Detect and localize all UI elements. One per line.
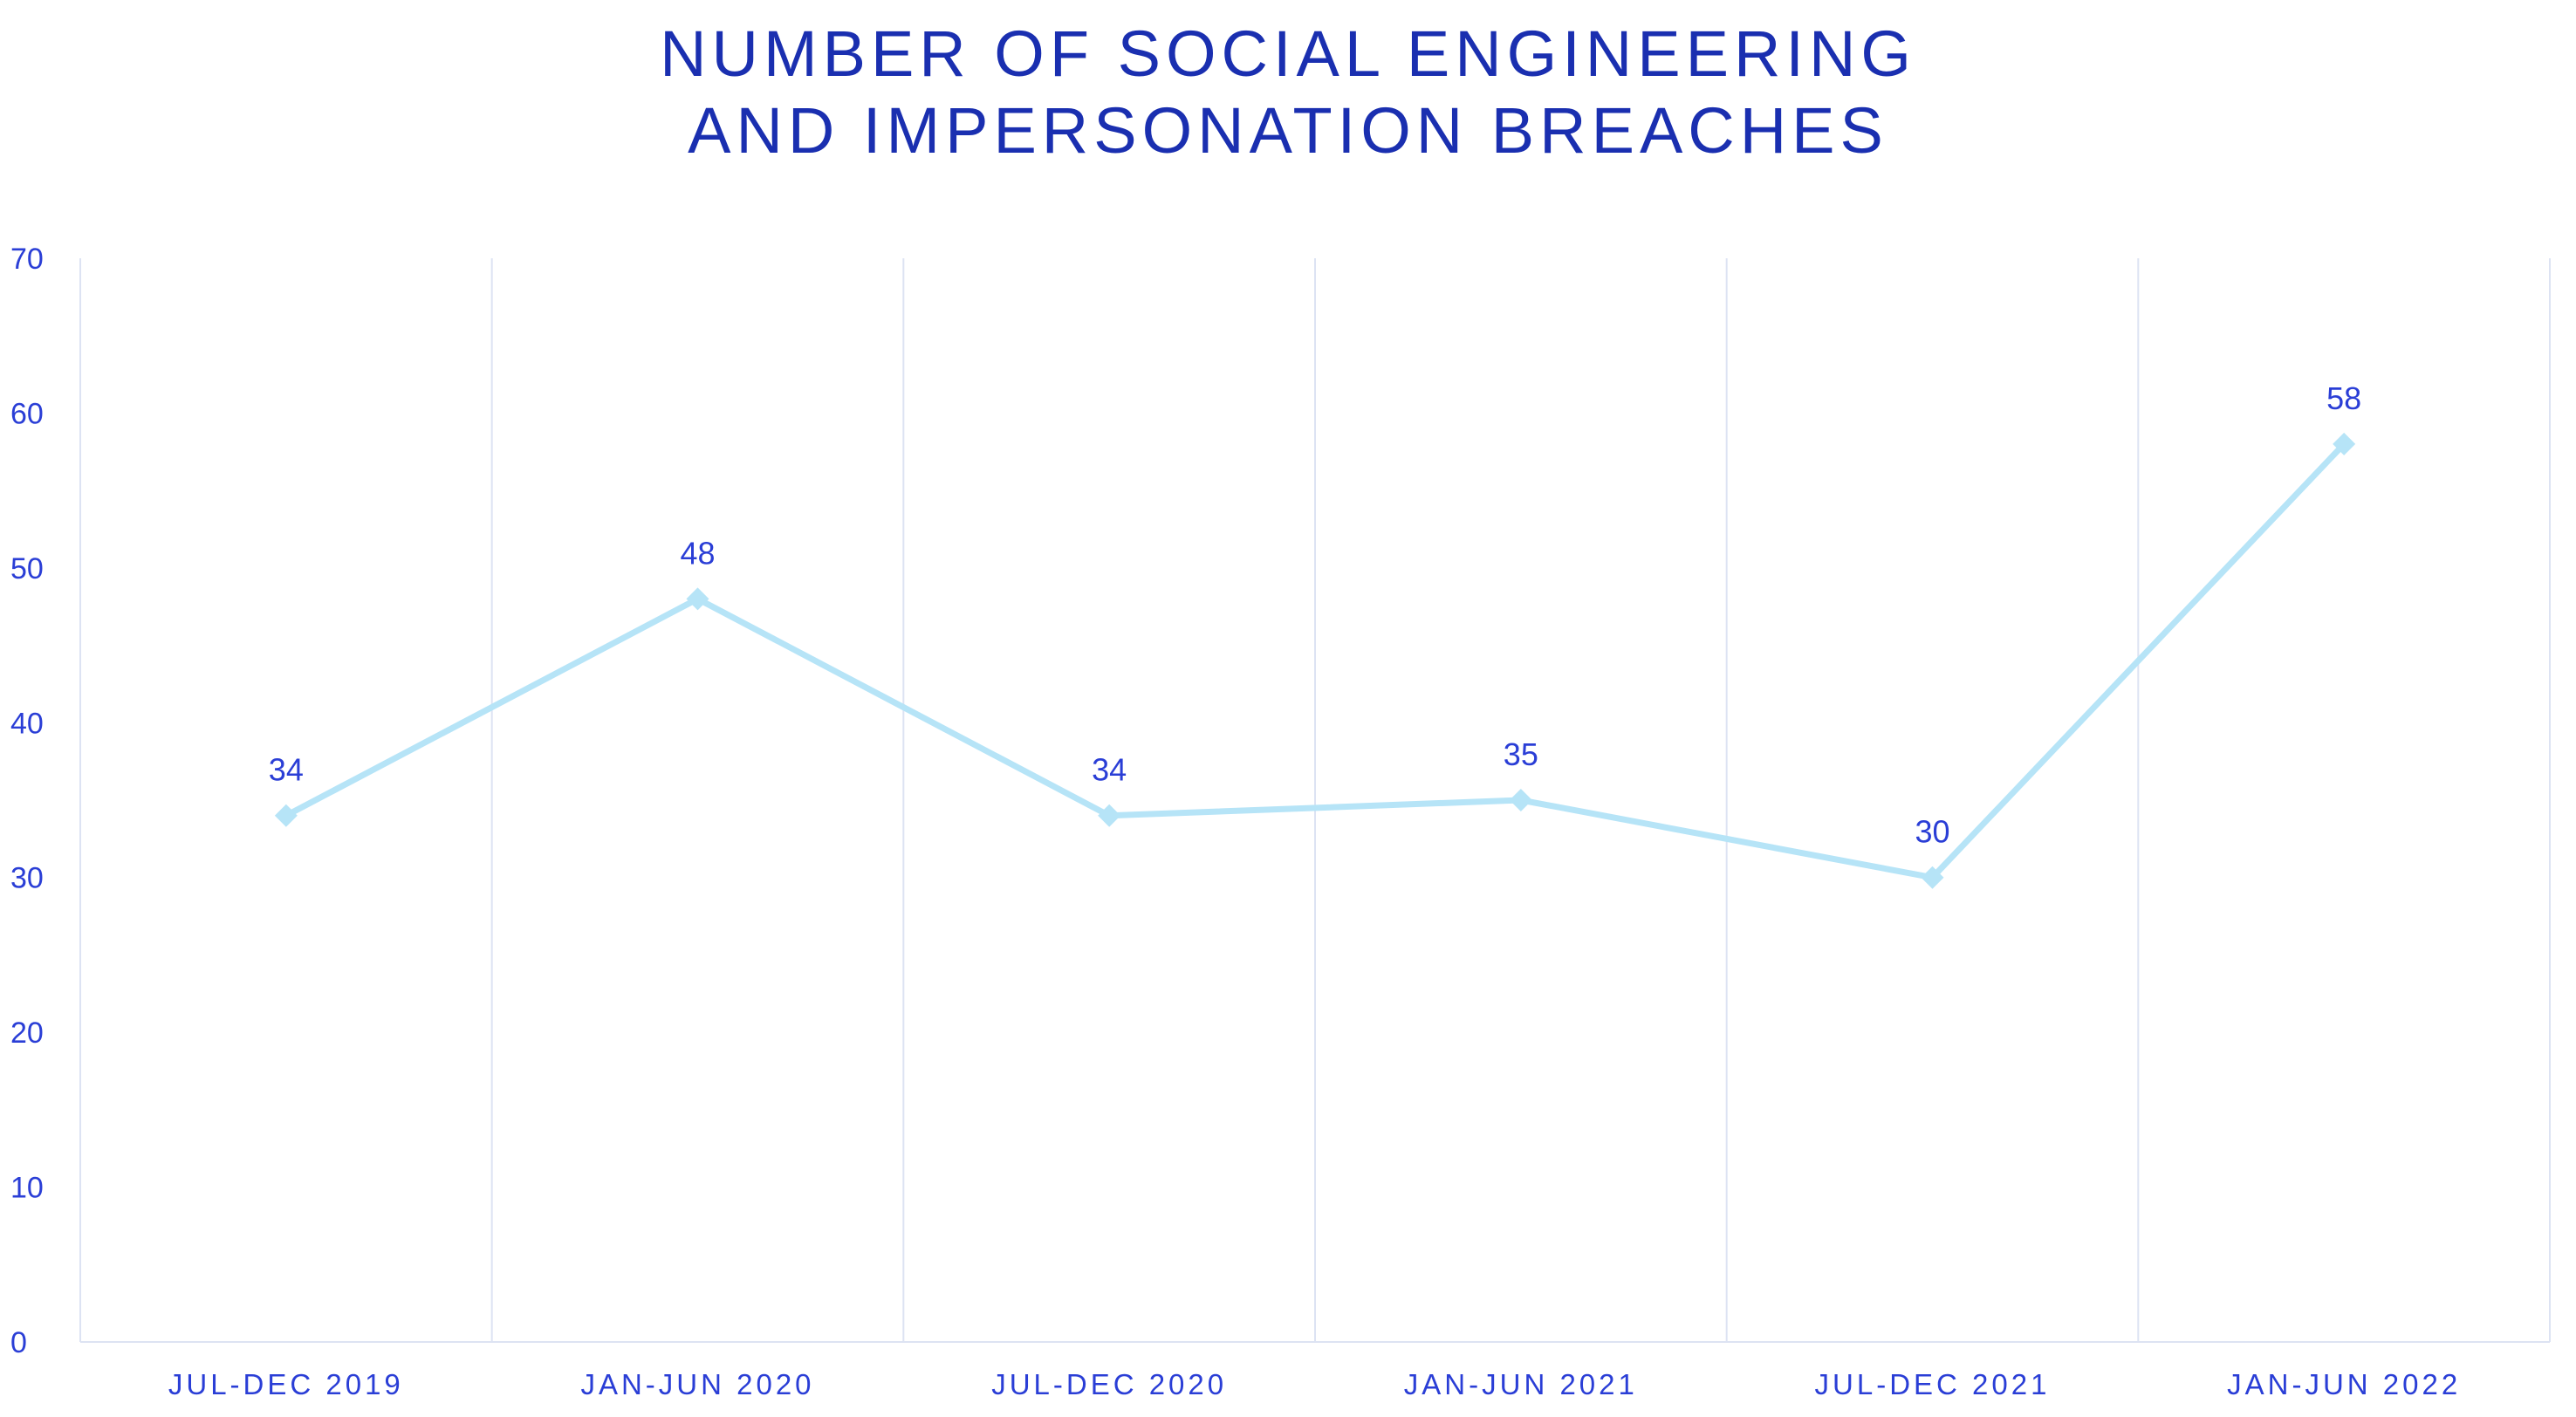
data-label-4: 30 xyxy=(1915,814,1949,850)
x-tick-label-4: JUL-DEC 2021 xyxy=(1815,1368,2051,1400)
y-tick-label-40: 40 xyxy=(10,707,44,740)
y-tick-label-0: 0 xyxy=(10,1326,27,1359)
chart-title-line-1: NUMBER OF SOCIAL ENGINEERING xyxy=(660,17,1916,90)
y-tick-label-10: 10 xyxy=(10,1172,44,1205)
y-tick-label-60: 60 xyxy=(10,397,44,430)
series-line xyxy=(283,441,2347,881)
x-tick-label-5: JAN-JUN 2022 xyxy=(2227,1368,2461,1400)
x-tick-label-1: JAN-JUN 2020 xyxy=(580,1368,814,1400)
data-point-marker-1 xyxy=(686,587,709,611)
data-label-5: 58 xyxy=(2326,380,2361,416)
data-label-3: 35 xyxy=(1504,736,1538,772)
y-tick-label-70: 70 xyxy=(10,243,44,276)
data-point-marker-5 xyxy=(2333,432,2356,455)
chart-title: NUMBER OF SOCIAL ENGINEERING AND IMPERSO… xyxy=(0,16,2576,169)
data-point-marker-0 xyxy=(274,804,298,827)
x-tick-label-3: JAN-JUN 2021 xyxy=(1404,1368,1638,1400)
y-tick-label-20: 20 xyxy=(10,1017,44,1050)
data-label-2: 34 xyxy=(1092,752,1127,788)
y-tick-label-50: 50 xyxy=(10,552,44,585)
data-point-marker-2 xyxy=(1098,804,1121,827)
data-point-marker-4 xyxy=(1921,866,1944,889)
chart-title-line-2: AND IMPERSONATION BREACHES xyxy=(688,94,1888,167)
x-tick-label-0: JUL-DEC 2019 xyxy=(168,1368,404,1400)
x-tick-label-2: JUL-DEC 2020 xyxy=(991,1368,1227,1400)
y-tick-label-30: 30 xyxy=(10,862,44,895)
data-label-0: 34 xyxy=(269,752,304,788)
data-label-1: 48 xyxy=(680,535,715,571)
data-point-marker-3 xyxy=(1509,789,1532,811)
